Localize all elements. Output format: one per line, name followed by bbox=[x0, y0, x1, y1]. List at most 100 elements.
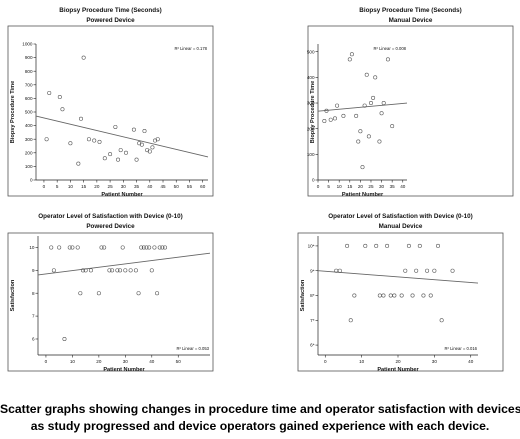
data-point bbox=[356, 139, 361, 144]
x-tick-label: 5 bbox=[56, 184, 59, 189]
y-tick-label: 400 bbox=[307, 75, 315, 80]
data-point bbox=[107, 268, 112, 273]
y-tick-label: 10 bbox=[29, 245, 35, 250]
x-tick-label: 20 bbox=[395, 359, 401, 364]
data-point bbox=[81, 55, 86, 60]
data-point bbox=[399, 293, 404, 298]
data-point bbox=[134, 157, 139, 162]
y-tick-label: 700 bbox=[25, 82, 33, 87]
data-point bbox=[432, 268, 437, 273]
x-tick-label: 45 bbox=[160, 184, 166, 189]
data-point bbox=[390, 124, 395, 129]
y-tick-label: 9* bbox=[310, 268, 315, 273]
data-point bbox=[67, 245, 72, 250]
data-point bbox=[131, 127, 136, 132]
chart-title: Operator Level of Satisfaction with Devi… bbox=[38, 213, 183, 220]
x-axis-label: Patient Number bbox=[342, 192, 384, 198]
data-point bbox=[379, 111, 384, 116]
y-tick-label: 9 bbox=[32, 268, 35, 273]
chart-panel-3: Operator Level of Satisfaction with Devi… bbox=[7, 213, 214, 373]
data-point bbox=[110, 268, 115, 273]
y-tick-label: 7* bbox=[310, 318, 315, 323]
r-squared-label: R² Linear = 0.053 bbox=[177, 346, 210, 351]
data-point bbox=[374, 243, 379, 248]
y-tick-label: 0 bbox=[312, 178, 315, 183]
y-tick-label: 900 bbox=[25, 55, 33, 60]
data-point bbox=[414, 268, 419, 273]
data-point bbox=[155, 137, 160, 142]
x-tick-label: 0 bbox=[324, 359, 327, 364]
x-tick-label: 15 bbox=[81, 184, 87, 189]
data-point bbox=[324, 108, 329, 113]
chart-subtitle: Manual Device bbox=[389, 17, 433, 24]
data-point bbox=[60, 107, 65, 112]
r-squared-label: R² Linear = 0.016 bbox=[445, 346, 478, 351]
x-tick-label: 25 bbox=[108, 184, 114, 189]
fit-line bbox=[35, 115, 209, 158]
data-point bbox=[381, 101, 386, 106]
data-point bbox=[428, 293, 433, 298]
data-point bbox=[49, 245, 54, 250]
data-point bbox=[115, 268, 120, 273]
data-point bbox=[366, 134, 371, 139]
data-point bbox=[347, 57, 352, 62]
data-point bbox=[57, 95, 62, 100]
data-point bbox=[392, 293, 397, 298]
figure-caption: Scatter graphs showing changes in proced… bbox=[0, 401, 520, 435]
data-point bbox=[450, 268, 455, 273]
x-tick-label: 10 bbox=[70, 359, 76, 364]
data-point bbox=[133, 268, 138, 273]
x-tick-label: 30 bbox=[432, 359, 438, 364]
data-point bbox=[406, 243, 411, 248]
chart-frame bbox=[307, 25, 514, 197]
y-tick-label: 200 bbox=[25, 150, 33, 155]
data-point bbox=[144, 245, 149, 250]
data-point bbox=[371, 95, 376, 100]
x-tick-label: 20 bbox=[358, 184, 364, 189]
data-point bbox=[44, 137, 49, 142]
chart-panel-2: Biopsy Procedure Time (Seconds) Manual De… bbox=[307, 7, 514, 198]
data-point bbox=[377, 139, 382, 144]
y-tick-label: 300 bbox=[307, 101, 315, 106]
data-point bbox=[385, 57, 390, 62]
data-point bbox=[160, 245, 165, 250]
data-point bbox=[341, 113, 346, 118]
x-tick-label: 10 bbox=[68, 184, 74, 189]
fit-line bbox=[37, 252, 211, 276]
data-point bbox=[92, 138, 97, 143]
x-tick-label: 30 bbox=[123, 359, 129, 364]
data-point bbox=[364, 72, 369, 77]
data-point bbox=[120, 245, 125, 250]
data-point bbox=[68, 141, 73, 146]
x-axis-label: Patient Number bbox=[377, 367, 419, 373]
x-tick-label: 50 bbox=[176, 359, 182, 364]
data-point bbox=[118, 148, 123, 153]
caption-line-1: Scatter graphs showing changes in proced… bbox=[0, 402, 520, 416]
data-point bbox=[141, 245, 146, 250]
data-point bbox=[368, 101, 373, 106]
data-point bbox=[337, 268, 342, 273]
x-tick-label: 0 bbox=[317, 184, 320, 189]
x-axis-label: Patient Number bbox=[101, 192, 143, 198]
data-point bbox=[70, 245, 75, 250]
data-point bbox=[345, 243, 350, 248]
y-axis-label: Biopsy Procedure Time bbox=[310, 81, 316, 143]
data-point bbox=[360, 165, 365, 170]
y-axis-label: Biopsy Procedure Time bbox=[10, 81, 16, 143]
fit-line bbox=[317, 102, 408, 112]
data-point bbox=[439, 318, 444, 323]
x-tick-label: 40 bbox=[149, 359, 155, 364]
x-tick-label: 50 bbox=[174, 184, 180, 189]
data-point bbox=[410, 293, 415, 298]
y-tick-label: 500 bbox=[307, 49, 315, 54]
data-point bbox=[139, 245, 144, 250]
caption-line-2: as study progressed and device operators… bbox=[30, 419, 490, 433]
data-point bbox=[139, 142, 144, 147]
y-tick-label: 100 bbox=[25, 164, 33, 169]
x-tick-label: 40 bbox=[400, 184, 406, 189]
x-tick-label: 30 bbox=[121, 184, 127, 189]
data-point bbox=[147, 245, 152, 250]
y-tick-label: 300 bbox=[25, 137, 33, 142]
data-point bbox=[83, 268, 88, 273]
data-point bbox=[362, 103, 367, 108]
